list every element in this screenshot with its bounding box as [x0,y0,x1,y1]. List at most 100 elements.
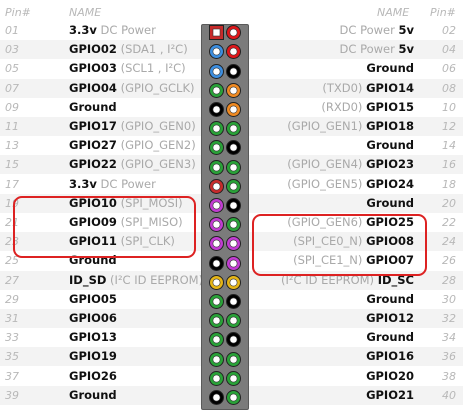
right-pin-name: (GPIO_GEN1) GPIO18 [287,119,414,133]
pin-spi-icon [226,255,241,271]
right-pin-number: 14 [442,139,456,153]
right-pin-number: 30 [442,292,456,306]
pin-gpio-icon [226,313,241,329]
left-pin-name: GPIO11 (SPI_CLK) [69,234,175,248]
right-pin-number: 12 [442,120,456,133]
left-pin-function: (SDA1 , I²C) [116,42,188,57]
left-pin-number: 27 [5,273,19,287]
left-pin-main: GPIO05 [69,291,117,306]
left-pin-number: 23 [5,235,19,249]
header-pin-right: Pin# [430,6,456,19]
right-pin-name: GPIO20 [366,369,414,383]
left-pin-number: 29 [5,292,19,306]
right-pin-number: 28 [442,273,456,287]
left-pin-name: 3.3v DC Power [69,177,156,191]
left-pin-number: 17 [5,177,19,191]
left-pin-main: GPIO10 [69,195,117,210]
pin-row: 21 GPIO09 (SPI_MISO) (GPIO_GEN6) GPIO25 22 [0,213,463,232]
right-pin-name: (I²C ID EEPROM) ID_SC [281,273,414,287]
right-pin-name: (SPI_CE1_N) GPIO07 [293,253,414,267]
left-pin-number: 39 [5,388,19,402]
pin-ground-icon [226,293,241,309]
right-pin-number: 38 [442,369,456,383]
pin-power33-icon [209,178,224,194]
right-pin-name: DC Power 5v [340,42,414,56]
pin-ground-icon [226,140,241,156]
pin-gpio-icon [226,121,241,137]
pin-gpio-icon [209,159,224,175]
left-spi-callout [13,196,196,258]
pin-ground-icon [226,197,241,213]
left-pin-main: GPIO22 [69,157,117,172]
left-pin-number: 37 [5,369,19,383]
left-pin-name: GPIO02 (SDA1 , I²C) [69,42,188,56]
pin-spi-icon [209,217,224,233]
pin-row: 09 Ground (RXD0) GPIO15 10 [0,98,463,117]
right-pin-name: Ground [366,61,414,75]
pin-power5-icon [226,44,241,60]
right-pin-main: GPIO23 [366,157,414,172]
right-pin-main: GPIO08 [366,234,414,249]
right-pin-number: 36 [442,350,456,364]
left-pin-number: 07 [5,81,19,95]
right-pin-function: DC Power [339,42,399,57]
pin-gpio-icon [226,217,241,233]
left-pin-number: 03 [5,43,19,57]
right-pin-number: 34 [442,331,456,345]
right-pin-main: Ground [366,61,414,76]
left-pin-number: 25 [5,254,19,268]
right-pin-name: DC Power 5v [340,23,414,37]
left-pin-number: 05 [5,62,19,76]
left-pin-name: GPIO06 [69,311,117,325]
right-pin-main: Ground [366,330,414,345]
left-pin-name: GPIO22 (GPIO_GEN3) [69,157,196,171]
right-pin-main: 5v [398,42,415,57]
right-pin-main: GPIO12 [366,311,414,325]
pin-row: 13 GPIO27 (GPIO_GEN2) Ground 14 [0,136,463,155]
pin-gpio-icon [209,121,224,137]
left-pin-function: (GPIO_GEN0) [116,119,196,133]
right-pin-function: (GPIO_GEN5) [287,176,367,191]
pin-row: 01 3.3v DC Power DC Power 5v 02 [0,21,463,40]
left-pin-name: GPIO19 [69,349,117,363]
header-name-left: NAME [69,6,102,19]
left-pin-main: GPIO26 [69,368,117,383]
right-pin-number: 04 [442,43,456,57]
right-pin-name: Ground [366,138,414,152]
table-header: Pin# NAME NAME Pin# [0,0,463,20]
left-pin-main: GPIO19 [69,349,117,364]
left-pin-name: GPIO10 (SPI_MOSI) [69,196,183,210]
left-pin-main: GPIO17 [69,119,117,133]
left-pin-name: GPIO17 (GPIO_GEN0) [69,119,196,133]
left-pin-name: 3.3v DC Power [69,23,156,37]
right-pin-main: GPIO07 [366,253,414,268]
right-pin-main: Ground [366,138,414,153]
right-pin-name: Ground [366,330,414,344]
right-pin-number: 40 [442,388,456,402]
right-pin-number: 18 [442,177,456,191]
right-pin-main: GPIO25 [366,215,414,229]
left-pin-function: (SPI_MOSI) [116,195,183,210]
left-pin-function: (I²C ID EEPROM) [106,272,204,287]
right-pin-number: 32 [442,312,456,325]
left-pin-number: 01 [5,24,19,37]
right-pin-function: (I²C ID EEPROM) [281,272,378,287]
left-pin-main: GPIO06 [69,311,117,325]
left-pin-main: GPIO11 [69,234,117,249]
pin-eeprom-icon [226,274,241,290]
left-pin-number: 21 [5,216,19,229]
right-pin-main: GPIO18 [366,119,414,133]
right-pin-main: ID_SC [377,272,414,287]
right-pin-main: Ground [366,291,414,306]
pin-eeprom-icon [209,274,224,290]
left-pin-name: GPIO27 (GPIO_GEN2) [69,138,196,152]
right-pin-name: (RXD0) GPIO15 [321,100,414,114]
left-pin-name: Ground [69,388,117,402]
left-pin-main: Ground [69,387,117,402]
pin-uart-icon [226,101,241,117]
pin-ground-icon [226,63,241,79]
left-pin-function: (GPIO_GEN3) [116,157,196,172]
right-pin-name: GPIO16 [366,349,414,363]
pin-ground-icon [209,101,224,117]
right-pin-name: (SPI_CE0_N) GPIO08 [293,234,414,248]
